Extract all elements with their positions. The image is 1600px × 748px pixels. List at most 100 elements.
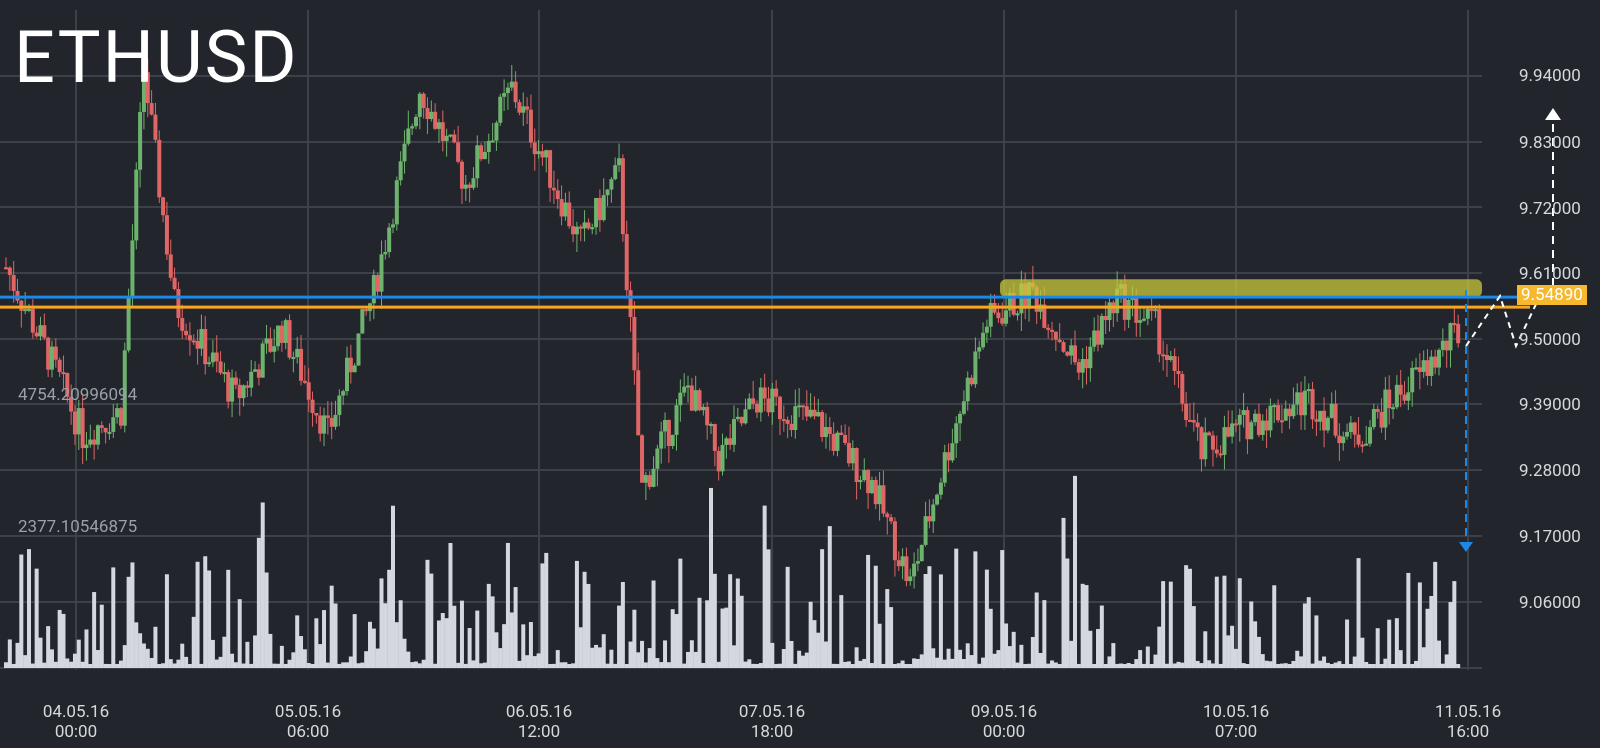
volume-bar	[1352, 656, 1357, 668]
volume-bar	[1199, 663, 1204, 668]
volume-bar	[1138, 650, 1143, 668]
volume-bar	[1011, 631, 1016, 668]
volume-bar	[548, 663, 553, 668]
volume-bar	[885, 589, 890, 668]
volume-bar	[781, 649, 786, 668]
volume-bar	[463, 663, 468, 668]
volume-bar	[850, 663, 855, 668]
volume-bar	[923, 573, 928, 668]
volume-bar	[582, 571, 587, 668]
candle-body	[812, 409, 817, 417]
volume-bar	[754, 663, 759, 668]
volume-bar	[245, 641, 250, 668]
candle-body	[1402, 394, 1407, 401]
candle-body	[613, 165, 618, 180]
volume-bar	[881, 663, 886, 668]
volume-bar	[1187, 568, 1192, 668]
candle-body	[720, 444, 725, 472]
volume-bar	[210, 639, 215, 668]
volume-bar	[1057, 663, 1062, 668]
volume-bar	[1007, 646, 1012, 668]
volume-bar	[1345, 619, 1350, 668]
candle-body	[789, 423, 794, 431]
volume-bar	[1299, 656, 1304, 668]
candle-body	[800, 405, 805, 408]
volume-bar	[862, 658, 867, 668]
volume-bar	[701, 662, 706, 668]
volume-bar	[1410, 663, 1415, 668]
y-tick-label: 9.94000	[1519, 66, 1581, 86]
volume-bar	[1375, 628, 1380, 668]
volume-bar	[1329, 664, 1334, 668]
candle-body	[624, 234, 629, 291]
candle-body	[751, 398, 756, 404]
volume-bar	[1034, 592, 1039, 668]
volume-bar	[46, 626, 51, 668]
candle-body	[287, 320, 292, 358]
volume-bar	[379, 578, 384, 668]
candle-body	[674, 405, 679, 435]
volume-bar	[1107, 656, 1112, 668]
volume-bar	[95, 650, 100, 668]
volume-bar	[302, 649, 307, 668]
candle-body	[1076, 362, 1081, 373]
candle-body	[732, 419, 736, 445]
candle-body	[601, 195, 606, 221]
candle-body	[394, 180, 399, 225]
candle-body	[900, 556, 905, 567]
candle-body	[686, 385, 691, 388]
volume-bar	[927, 566, 932, 668]
volume-bar	[61, 613, 66, 668]
volume-bar	[1391, 664, 1396, 668]
x-tick-label: 05.05.16 06:00	[274, 702, 342, 742]
candle-body	[709, 424, 714, 427]
volume-bar	[436, 620, 441, 668]
volume-bar	[1161, 581, 1166, 668]
candle-body	[1107, 302, 1112, 321]
volume-bar	[620, 581, 625, 668]
candle-body	[7, 267, 12, 276]
candle-body	[402, 143, 407, 162]
candle-body	[969, 377, 974, 385]
candle-body	[770, 388, 775, 413]
candle-body	[1379, 411, 1384, 428]
volume-bar	[1256, 636, 1261, 668]
volume-bar	[145, 648, 150, 668]
volume-bar	[816, 632, 821, 668]
volume-bar	[191, 616, 196, 668]
candle-body	[563, 202, 568, 217]
candle-body	[203, 328, 208, 365]
volume-bar	[977, 663, 982, 668]
volume-bar	[153, 626, 158, 668]
candle-body	[1264, 420, 1269, 431]
candle-body	[184, 330, 189, 336]
candle-body	[793, 406, 798, 431]
volume-bar	[1019, 644, 1024, 668]
candle-body	[1004, 310, 1009, 324]
candle-body	[406, 128, 411, 144]
volume-bar	[981, 657, 986, 668]
candle-body	[1057, 339, 1062, 343]
candle-body	[371, 275, 376, 304]
candle-body	[456, 142, 461, 162]
candle-body	[617, 158, 622, 166]
candle-body	[459, 161, 464, 189]
candle-body	[1452, 323, 1457, 326]
volume-bar	[283, 663, 288, 668]
volume-bar	[831, 663, 836, 668]
volume-bar	[72, 653, 77, 668]
candle-body	[195, 340, 200, 349]
volume-bar	[387, 569, 392, 668]
volume-bar	[1325, 662, 1330, 668]
candle-body	[176, 289, 181, 319]
candle-body	[1184, 403, 1189, 420]
candle-body	[444, 135, 449, 141]
volume-bar	[394, 622, 399, 668]
candle-body	[1034, 287, 1039, 312]
candle-body	[1333, 403, 1338, 436]
candle-body	[115, 408, 120, 418]
volume-bar	[1065, 558, 1070, 668]
candle-body	[1199, 427, 1204, 460]
volume-bar	[682, 663, 687, 668]
